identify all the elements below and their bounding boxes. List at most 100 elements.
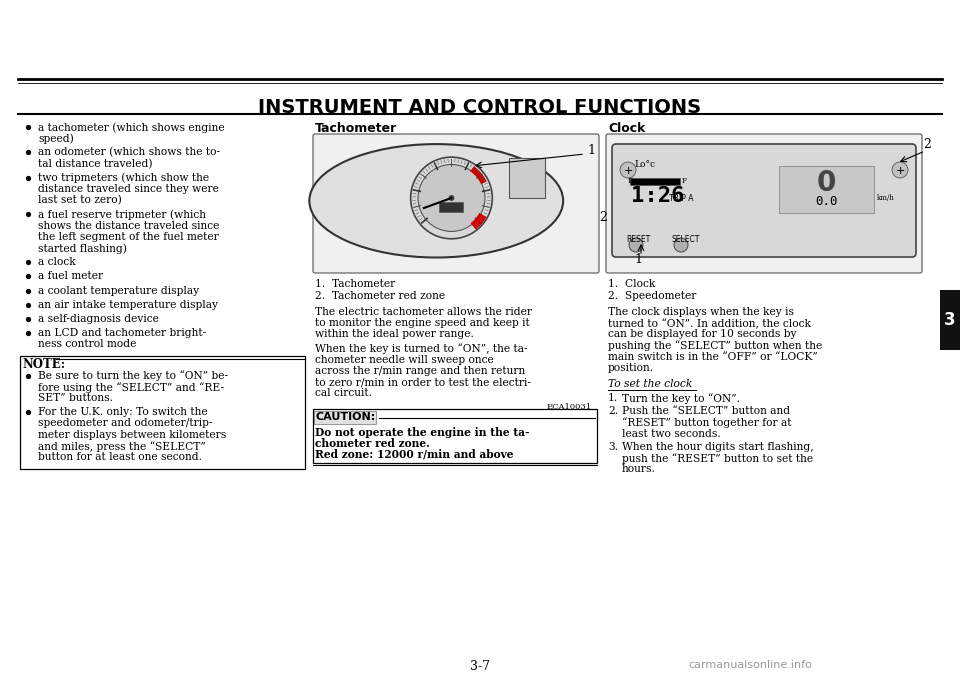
Text: +: + [896,166,904,176]
Text: can be displayed for 10 seconds by: can be displayed for 10 seconds by [608,330,797,340]
Text: 3: 3 [945,311,956,329]
Circle shape [674,238,688,252]
Text: For the U.K. only: To switch the: For the U.K. only: To switch the [38,407,207,417]
Text: cal circuit.: cal circuit. [315,388,372,399]
Text: 1: 1 [587,144,595,157]
Text: least two seconds.: least two seconds. [622,428,721,439]
Text: 2.  Tachometer red zone: 2. Tachometer red zone [315,291,445,301]
Text: push the “RESET” button to set the: push the “RESET” button to set the [622,453,813,464]
Text: The electric tachometer allows the rider: The electric tachometer allows the rider [315,307,532,317]
Text: chometer red zone.: chometer red zone. [315,438,430,449]
Text: 1:26: 1:26 [631,186,684,206]
Text: RESET: RESET [626,235,650,244]
Text: an LCD and tachometer bright-: an LCD and tachometer bright- [38,328,206,338]
Text: shows the distance traveled since: shows the distance traveled since [38,220,220,231]
Text: turned to “ON”. In addition, the clock: turned to “ON”. In addition, the clock [608,318,811,329]
Text: speed): speed) [38,133,74,144]
Text: The clock displays when the key is: The clock displays when the key is [608,307,794,317]
FancyBboxPatch shape [612,144,916,257]
Text: a clock: a clock [38,257,76,267]
Ellipse shape [309,144,564,258]
Text: started flashing): started flashing) [38,243,127,254]
Text: Clock: Clock [608,122,645,135]
Text: two tripmeters (which show the: two tripmeters (which show the [38,173,209,183]
Text: 2.  Speedometer: 2. Speedometer [608,291,696,301]
Text: Red zone: 12000 r/min and above: Red zone: 12000 r/min and above [315,449,514,460]
Text: When the key is turned to “ON”, the ta-: When the key is turned to “ON”, the ta- [315,344,528,355]
Bar [509,158,544,198]
Bar [313,409,597,463]
Text: Be sure to turn the key to “ON” be-: Be sure to turn the key to “ON” be- [38,371,228,382]
Text: chometer needle will sweep once: chometer needle will sweep once [315,355,493,365]
Text: 3.: 3. [608,442,618,452]
Text: TRIP A: TRIP A [669,194,693,203]
Text: a fuel reserve tripmeter (which: a fuel reserve tripmeter (which [38,210,206,220]
Text: SELECT: SELECT [671,235,700,244]
Text: ness control mode: ness control mode [38,340,136,349]
Text: to zero r/min in order to test the electri-: to zero r/min in order to test the elect… [315,377,531,387]
Text: 3-7: 3-7 [470,660,490,673]
Text: INSTRUMENT AND CONTROL FUNCTIONS: INSTRUMENT AND CONTROL FUNCTIONS [258,98,702,117]
Text: a self-diagnosis device: a self-diagnosis device [38,314,158,324]
Text: 1.  Clock: 1. Clock [608,279,656,289]
Text: When the hour digits start flashing,: When the hour digits start flashing, [622,442,814,452]
Text: fore using the “SELECT” and “RE-: fore using the “SELECT” and “RE- [38,382,224,393]
Text: To set the clock: To set the clock [608,379,692,389]
Text: 1.: 1. [608,393,618,403]
Text: 0: 0 [816,169,836,197]
Text: Tachometer: Tachometer [315,122,397,135]
Text: F: F [682,177,687,185]
Text: a coolant temperature display: a coolant temperature display [38,285,199,296]
Text: position.: position. [608,363,654,373]
Text: the left segment of the fuel meter: the left segment of the fuel meter [38,232,219,242]
Text: 1: 1 [634,253,642,266]
Text: across the r/min range and then return: across the r/min range and then return [315,366,525,376]
Text: Do not operate the engine in the ta-: Do not operate the engine in the ta- [315,426,530,437]
Text: CAUTION:: CAUTION: [316,412,376,422]
Text: a fuel meter: a fuel meter [38,271,103,281]
Text: carmanualsonline.info: carmanualsonline.info [688,660,812,670]
Bar [20,355,305,469]
Text: 0.0: 0.0 [815,195,837,208]
Circle shape [411,157,492,239]
Text: Turn the key to “ON”.: Turn the key to “ON”. [622,393,740,404]
Bar [314,411,376,424]
Text: an odometer (which shows the to-: an odometer (which shows the to- [38,147,220,158]
Text: and miles, press the “SELECT”: and miles, press the “SELECT” [38,441,205,452]
Text: E: E [628,177,634,185]
Text: last set to zero): last set to zero) [38,195,122,205]
Text: an air intake temperature display: an air intake temperature display [38,300,218,310]
Text: meter displays between kilometers: meter displays between kilometers [38,430,227,439]
Text: speedometer and odometer/trip-: speedometer and odometer/trip- [38,418,212,428]
Text: +: + [623,166,633,176]
Text: 2.: 2. [608,406,618,416]
Text: pushing the “SELECT” button when the: pushing the “SELECT” button when the [608,340,823,351]
Circle shape [620,162,636,178]
Text: Lo°c: Lo°c [634,160,655,169]
Text: to monitor the engine speed and keep it: to monitor the engine speed and keep it [315,318,530,328]
Text: distance traveled since they were: distance traveled since they were [38,184,219,194]
Text: Push the “SELECT” button and: Push the “SELECT” button and [622,406,790,416]
Text: NOTE:: NOTE: [22,357,65,371]
Text: “RESET” button together for at: “RESET” button together for at [622,418,791,428]
FancyBboxPatch shape [313,134,599,273]
Text: button for at least one second.: button for at least one second. [38,452,202,462]
Text: ECA10031: ECA10031 [547,403,592,411]
Text: km/h: km/h [876,195,895,202]
FancyBboxPatch shape [606,134,922,273]
Circle shape [448,195,454,201]
Bar [630,178,680,185]
Circle shape [892,162,908,178]
Wedge shape [470,166,487,184]
Text: SET” buttons.: SET” buttons. [38,393,113,403]
Circle shape [418,165,485,231]
Text: main switch is in the “OFF” or “LOCK”: main switch is in the “OFF” or “LOCK” [608,352,818,362]
Bar [440,202,464,212]
Text: a tachometer (which shows engine: a tachometer (which shows engine [38,122,225,133]
Text: tal distance traveled): tal distance traveled) [38,159,153,169]
Circle shape [629,238,643,252]
Bar [940,290,960,350]
Text: 1.  Tachometer: 1. Tachometer [315,279,396,289]
Text: within the ideal power range.: within the ideal power range. [315,330,474,340]
Text: 2: 2 [599,211,607,224]
